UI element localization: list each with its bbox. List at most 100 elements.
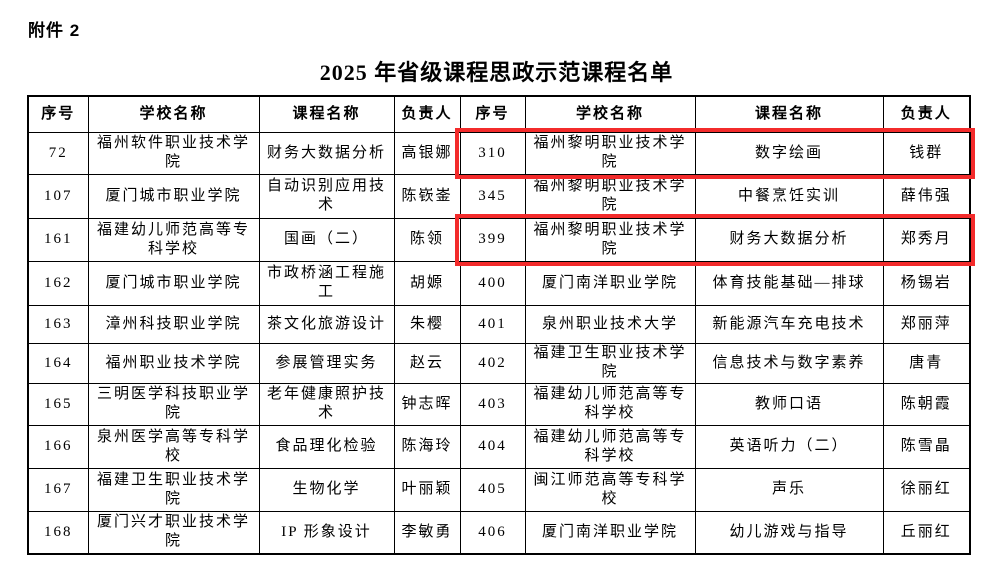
cell-course: 茶文化旅游设计 [258,304,395,344]
cell-school: 福州黎明职业技术学院 [524,131,696,175]
header-leader-left: 负责人 [393,95,461,133]
cell-leader: 徐丽红 [882,467,971,512]
cell-school: 福建幼儿师范高等专科学校 [524,382,696,426]
cell-school: 泉州医学高等专科学校 [87,424,260,469]
cell-course: 声乐 [694,467,884,512]
cell-leader: 钟志晖 [393,382,461,426]
table-row: 163 漳州科技职业学院 茶文化旅游设计 朱樱 401 泉州职业技术大学 新能源… [27,304,971,344]
cell-course: 财务大数据分析 [258,131,395,175]
cell-seq: 405 [459,467,526,512]
header-school-right: 学校名称 [524,95,696,133]
cell-course: 财务大数据分析 [694,217,884,262]
cell-school: 福建幼儿师范高等专科学校 [87,217,260,262]
cell-school: 福建卫生职业技术学院 [524,342,696,384]
cell-leader: 叶丽颖 [393,467,461,512]
cell-leader: 高银娜 [393,131,461,175]
cell-seq: 168 [27,510,89,555]
table-row: 166 泉州医学高等专科学校 食品理化检验 陈海玲 404 福建幼儿师范高等专科… [27,424,971,469]
cell-leader: 陈领 [393,217,461,262]
cell-seq: 400 [459,260,526,306]
cell-leader: 赵云 [393,342,461,384]
cell-seq: 164 [27,342,89,384]
cell-course: 食品理化检验 [258,424,395,469]
cell-leader: 丘丽红 [882,510,971,555]
cell-school: 厦门城市职业学院 [87,260,260,306]
cell-school: 泉州职业技术大学 [524,304,696,344]
cell-course: 英语听力（二） [694,424,884,469]
cell-seq: 162 [27,260,89,306]
page-title: 2025 年省级课程思政示范课程名单 [319,60,674,85]
header-seq-left: 序号 [27,95,89,133]
cell-leader: 唐青 [882,342,971,384]
table-row: 161 福建幼儿师范高等专科学校 国画（二） 陈领 399 福州黎明职业技术学院… [27,217,971,262]
cell-seq: 403 [459,382,526,426]
cell-leader: 陈海玲 [393,424,461,469]
cell-course: 教师口语 [694,382,884,426]
cell-leader: 郑丽萍 [882,304,971,344]
cell-course: 市政桥涵工程施工 [258,260,395,306]
table-row: 107 厦门城市职业学院 自动识别应用技术 陈嵚崟 345 福州黎明职业技术学院… [27,173,971,219]
cell-school: 厦门南洋职业学院 [524,510,696,555]
cell-leader: 胡嫄 [393,260,461,306]
cell-course: 参展管理实务 [258,342,395,384]
header-leader-right: 负责人 [882,95,971,133]
cell-seq: 163 [27,304,89,344]
cell-seq: 406 [459,510,526,555]
cell-school: 厦门兴才职业技术学院 [87,510,260,555]
header-school-left: 学校名称 [87,95,260,133]
cell-school: 福建卫生职业技术学院 [87,467,260,512]
table-row: 167 福建卫生职业技术学院 生物化学 叶丽颖 405 闽江师范高等专科学校 声… [27,467,971,512]
cell-school: 厦门南洋职业学院 [524,260,696,306]
cell-school: 闽江师范高等专科学校 [524,467,696,512]
cell-leader: 钱群 [882,131,971,175]
header-course-left: 课程名称 [258,95,395,133]
cell-school: 福建幼儿师范高等专科学校 [524,424,696,469]
cell-seq: 402 [459,342,526,384]
header-course-right: 课程名称 [694,95,884,133]
cell-course: 中餐烹饪实训 [694,173,884,219]
cell-seq: 310 [459,131,526,175]
cell-school: 三明医学科技职业学院 [87,382,260,426]
cell-seq: 399 [459,217,526,262]
cell-seq: 166 [27,424,89,469]
cell-school: 福州软件职业技术学院 [87,131,260,175]
cell-leader: 陈嵚崟 [393,173,461,219]
table-row: 72 福州软件职业技术学院 财务大数据分析 高银娜 310 福州黎明职业技术学院… [27,131,971,175]
header-seq-right: 序号 [459,95,526,133]
table-row: 165 三明医学科技职业学院 老年健康照护技术 钟志晖 403 福建幼儿师范高等… [27,382,971,426]
cell-course: IP 形象设计 [258,510,395,555]
cell-seq: 72 [27,131,89,175]
cell-seq: 167 [27,467,89,512]
cell-leader: 薛伟强 [882,173,971,219]
table-header-row: 序号 学校名称 课程名称 负责人 序号 学校名称 课程名称 负责人 [27,95,971,133]
cell-school: 福州黎明职业技术学院 [524,217,696,262]
table-row: 162 厦门城市职业学院 市政桥涵工程施工 胡嫄 400 厦门南洋职业学院 体育… [27,260,971,306]
cell-course: 幼儿游戏与指导 [694,510,884,555]
cell-school: 福州职业技术学院 [87,342,260,384]
cell-seq: 401 [459,304,526,344]
cell-leader: 杨锡岩 [882,260,971,306]
cell-course: 老年健康照护技术 [258,382,395,426]
table-row: 164 福州职业技术学院 参展管理实务 赵云 402 福建卫生职业技术学院 信息… [27,342,971,384]
cell-leader: 朱樱 [393,304,461,344]
cell-course: 生物化学 [258,467,395,512]
cell-course: 新能源汽车充电技术 [694,304,884,344]
cell-leader: 郑秀月 [882,217,971,262]
course-roster-table: 序号 学校名称 课程名称 负责人 序号 学校名称 课程名称 负责人 72 福州软… [27,95,971,555]
cell-course: 自动识别应用技术 [258,173,395,219]
cell-course: 信息技术与数字素养 [694,342,884,384]
cell-leader: 李敏勇 [393,510,461,555]
cell-leader: 陈朝霞 [882,382,971,426]
cell-course: 体育技能基础—排球 [694,260,884,306]
cell-course: 数字绘画 [694,131,884,175]
cell-leader: 陈雪晶 [882,424,971,469]
cell-school: 福州黎明职业技术学院 [524,173,696,219]
cell-seq: 107 [27,173,89,219]
cell-seq: 345 [459,173,526,219]
cell-course: 国画（二） [258,217,395,262]
cell-school: 厦门城市职业学院 [87,173,260,219]
table-row: 168 厦门兴才职业技术学院 IP 形象设计 李敏勇 406 厦门南洋职业学院 … [27,510,971,555]
cell-seq: 404 [459,424,526,469]
cell-seq: 165 [27,382,89,426]
